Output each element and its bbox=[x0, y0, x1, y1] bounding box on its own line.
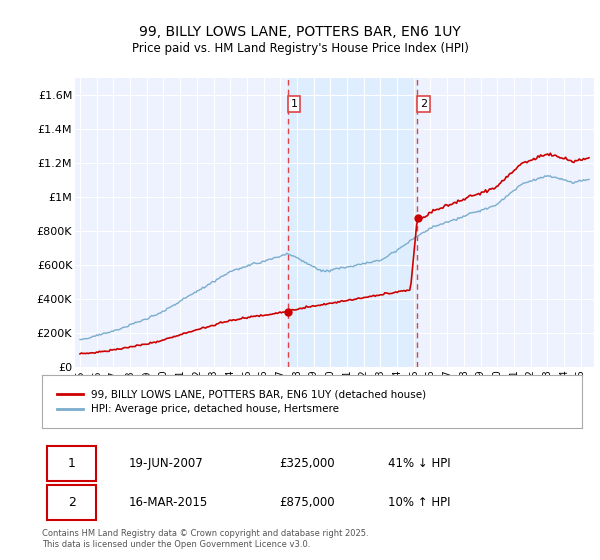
Legend: 99, BILLY LOWS LANE, POTTERS BAR, EN6 1UY (detached house), HPI: Average price, : 99, BILLY LOWS LANE, POTTERS BAR, EN6 1U… bbox=[53, 385, 430, 418]
Text: 16-MAR-2015: 16-MAR-2015 bbox=[128, 496, 208, 509]
Text: Contains HM Land Registry data © Crown copyright and database right 2025.
This d: Contains HM Land Registry data © Crown c… bbox=[42, 529, 368, 549]
FancyBboxPatch shape bbox=[47, 446, 96, 480]
Text: 41% ↓ HPI: 41% ↓ HPI bbox=[388, 457, 450, 470]
Bar bbox=[288, 78, 417, 367]
Text: £875,000: £875,000 bbox=[280, 496, 335, 509]
Text: Price paid vs. HM Land Registry's House Price Index (HPI): Price paid vs. HM Land Registry's House … bbox=[131, 42, 469, 55]
Text: 2: 2 bbox=[68, 496, 76, 509]
Text: 19-JUN-2007: 19-JUN-2007 bbox=[128, 457, 203, 470]
Text: 1: 1 bbox=[290, 99, 298, 109]
Text: 2: 2 bbox=[420, 99, 427, 109]
Text: 10% ↑ HPI: 10% ↑ HPI bbox=[388, 496, 450, 509]
FancyBboxPatch shape bbox=[47, 486, 96, 520]
Text: £325,000: £325,000 bbox=[280, 457, 335, 470]
Text: 99, BILLY LOWS LANE, POTTERS BAR, EN6 1UY: 99, BILLY LOWS LANE, POTTERS BAR, EN6 1U… bbox=[139, 25, 461, 39]
Text: 1: 1 bbox=[68, 457, 76, 470]
